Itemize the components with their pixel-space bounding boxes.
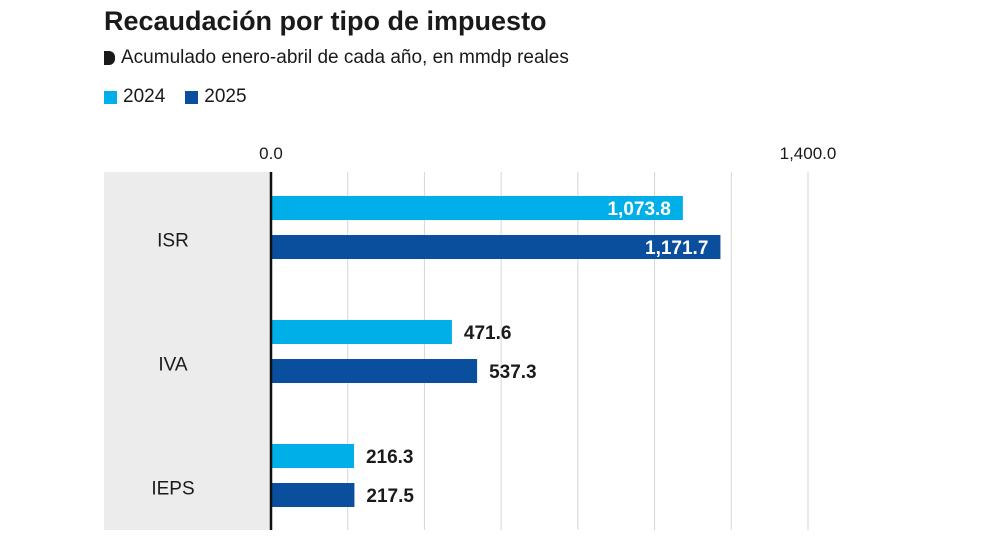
legend-swatch-2024 xyxy=(104,90,117,104)
chart-title: Recaudación por tipo de impuesto xyxy=(104,6,547,36)
legend-item-2025: 2025 xyxy=(185,86,247,108)
legend-label-2024: 2024 xyxy=(123,86,166,107)
data-label: 1,073.8 xyxy=(607,199,670,220)
chart-legend: 2024 2025 xyxy=(104,86,267,108)
category-band xyxy=(104,172,271,530)
legend-label-2025: 2025 xyxy=(204,86,247,107)
chart-subtitle-text: Acumulado enero-abril de cada año, en mm… xyxy=(121,47,569,68)
data-label: 537.3 xyxy=(489,362,537,383)
x-tick-label: 1,400.0 xyxy=(780,144,837,163)
category-label: IEPS xyxy=(151,479,194,500)
data-label: 471.6 xyxy=(464,323,512,344)
legend-swatch-2025 xyxy=(185,90,199,104)
bar-2024-isr xyxy=(271,196,683,220)
data-label: 216.3 xyxy=(366,447,414,468)
bar-2025-isr xyxy=(271,235,721,259)
bar-2025-iva xyxy=(271,359,478,383)
category-label: ISR xyxy=(157,231,189,252)
legend-item-2024: 2024 xyxy=(104,86,165,108)
data-label: 217.5 xyxy=(366,486,414,507)
bar-2025-ieps xyxy=(271,483,355,507)
chart-subtitle: Acumulado enero-abril de cada año, en mm… xyxy=(104,47,569,69)
x-tick-label: 0.0 xyxy=(259,144,283,163)
bar-2024-iva xyxy=(271,320,452,344)
bar-2024-ieps xyxy=(271,444,354,468)
category-label: IVA xyxy=(158,355,188,376)
subtitle-marker-icon xyxy=(104,51,115,65)
data-label: 1,171.7 xyxy=(645,238,708,259)
